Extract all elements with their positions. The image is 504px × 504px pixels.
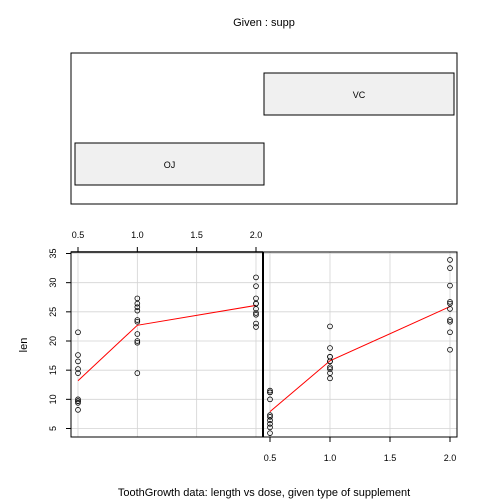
data-point-vc — [327, 375, 333, 382]
data-point-oj — [253, 306, 259, 312]
data-point-oj — [134, 300, 141, 307]
data-point-vc — [447, 346, 453, 353]
given-title: Given : supp — [233, 17, 295, 29]
x-tick-label-bottom: 2.0 — [444, 453, 457, 463]
x-tick-label-top: 1.0 — [131, 230, 144, 240]
x-axis-top: 0.5 1.0 1.5 2.0 — [72, 230, 263, 252]
panel-frames — [70, 251, 458, 438]
data-point-vc — [327, 370, 333, 376]
data-point-vc — [447, 257, 453, 263]
data-point-vc — [447, 317, 453, 323]
data-point-vc — [267, 412, 273, 418]
data-point-vc — [267, 424, 273, 431]
given-bar-oj — [74, 142, 265, 186]
data-point-vc — [447, 306, 453, 312]
grid-lines — [71, 252, 457, 437]
data-point-vc — [447, 265, 453, 271]
data-point-oj — [134, 295, 141, 302]
smooth-line-vc — [269, 306, 451, 412]
data-point-oj — [134, 370, 141, 376]
data-points — [75, 257, 453, 436]
smooth-lines — [77, 304, 451, 412]
data-point-oj — [75, 396, 81, 403]
data-point-vc — [267, 417, 273, 424]
data-point-oj — [75, 358, 81, 365]
data-point-oj — [253, 283, 259, 289]
given-panel-frame — [70, 52, 458, 205]
data-point-vc — [327, 353, 333, 360]
data-point-oj — [134, 331, 141, 337]
y-tick-label: 35 — [48, 248, 58, 258]
x-tick-label-bottom: 1.0 — [324, 453, 337, 463]
y-tick-label: 30 — [48, 278, 58, 288]
given-bar-label-vc: VC — [353, 90, 366, 100]
y-axis-label: len — [18, 338, 30, 353]
data-point-vc — [447, 329, 453, 336]
data-point-oj — [253, 295, 259, 302]
data-point-oj — [134, 307, 141, 314]
data-point-vc — [327, 366, 333, 372]
data-point-oj — [75, 329, 81, 336]
x-tick-label-bottom: 0.5 — [264, 453, 277, 463]
data-point-vc — [267, 389, 273, 396]
data-point-oj — [134, 317, 141, 323]
data-point-oj — [75, 352, 81, 358]
x-tick-label-top: 0.5 — [72, 230, 85, 240]
data-point-oj — [134, 338, 141, 344]
given-bar-label-oj: OJ — [164, 160, 176, 170]
y-axis: 5 10 15 20 25 30 35 — [48, 248, 71, 431]
y-tick-label: 25 — [48, 307, 58, 317]
data-point-vc — [447, 299, 453, 305]
y-tick-label: 20 — [48, 336, 58, 346]
panel-frame-vc — [262, 251, 458, 438]
data-point-oj — [75, 407, 81, 413]
data-point-oj — [253, 300, 259, 307]
data-point-oj — [134, 318, 141, 325]
data-point-oj — [75, 398, 81, 404]
x-axis-label: ToothGrowth data: length vs dose, given … — [118, 487, 410, 499]
x-tick-label-top: 2.0 — [250, 230, 263, 240]
given-bar-vc — [263, 72, 455, 116]
given-bars: OJ VC — [74, 72, 455, 186]
data-point-oj — [253, 320, 259, 327]
data-point-oj — [134, 304, 141, 310]
x-axis-bottom: 0.5 1.0 1.5 2.0 — [264, 437, 457, 463]
data-point-vc — [327, 345, 333, 351]
data-point-oj — [75, 366, 81, 372]
x-tick-label-bottom: 1.5 — [384, 453, 397, 463]
data-point-vc — [267, 414, 273, 420]
y-tick-label: 15 — [48, 365, 58, 375]
data-point-vc — [447, 300, 453, 307]
data-point-vc — [267, 421, 273, 427]
y-tick-label: 10 — [48, 394, 58, 404]
panel-frame-oj — [70, 251, 264, 438]
data-point-vc — [327, 364, 333, 371]
data-point-oj — [253, 310, 259, 316]
data-point-vc — [267, 396, 273, 403]
data-point-vc — [447, 282, 453, 289]
data-point-vc — [267, 430, 273, 436]
y-tick-label: 5 — [48, 426, 58, 431]
data-point-oj — [75, 370, 81, 376]
data-point-oj — [253, 274, 259, 281]
data-point-vc — [327, 323, 333, 330]
data-point-vc — [447, 318, 453, 325]
x-tick-label-top: 1.5 — [190, 230, 203, 240]
smooth-line-oj — [77, 304, 257, 382]
data-point-oj — [75, 400, 81, 406]
data-point-oj — [253, 324, 259, 330]
data-point-vc — [267, 387, 273, 394]
data-point-oj — [134, 339, 141, 346]
data-point-oj — [253, 311, 259, 318]
